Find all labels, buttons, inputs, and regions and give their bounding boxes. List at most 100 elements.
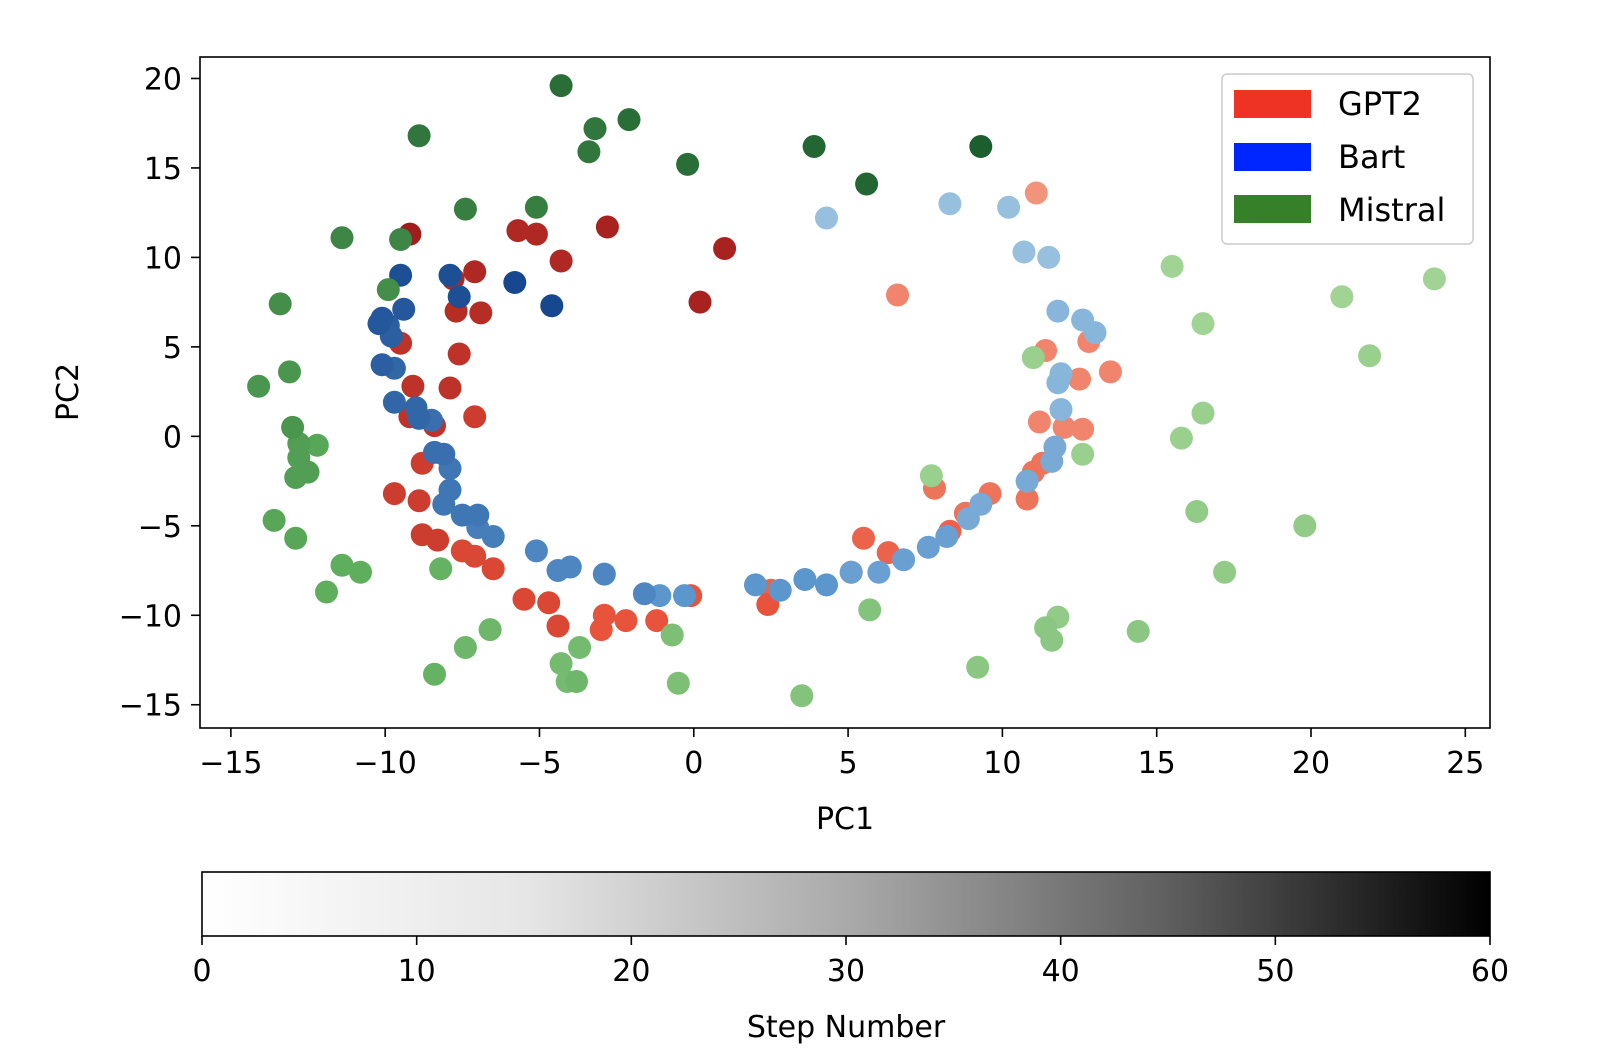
x-axis: −15 −10 −5 0 5 10 15 20 25 xyxy=(199,728,1484,781)
x-tick-label: 20 xyxy=(1292,746,1330,781)
point-bart xyxy=(1037,245,1061,269)
x-tick-label: 5 xyxy=(839,746,858,781)
point-mistral xyxy=(568,636,592,659)
legend-swatch-mistral xyxy=(1234,195,1311,223)
point-mistral xyxy=(1071,442,1095,466)
point-gpt2 xyxy=(688,290,712,314)
point-gpt2 xyxy=(469,301,493,325)
legend-entry-bart: Bart xyxy=(1234,138,1405,176)
point-bart xyxy=(450,503,474,527)
point-bart xyxy=(632,582,656,606)
y-tick-label: −5 xyxy=(138,510,182,545)
point-mistral xyxy=(429,557,453,581)
legend-label-mistral: Mistral xyxy=(1338,191,1445,229)
point-mistral xyxy=(278,360,301,384)
point-gpt2 xyxy=(1052,415,1076,439)
point-mistral xyxy=(453,197,477,221)
colorbar-tick-label: 10 xyxy=(398,954,436,989)
point-gpt2 xyxy=(1027,410,1051,434)
point-gpt2 xyxy=(886,283,909,307)
point-bart xyxy=(1083,321,1107,345)
point-gpt2 xyxy=(537,591,561,615)
point-mistral xyxy=(666,671,690,695)
point-gpt2 xyxy=(481,557,505,581)
y-tick-label: 20 xyxy=(144,62,182,97)
point-bart xyxy=(815,206,838,230)
point-mistral xyxy=(1293,514,1317,538)
y-axis-label: PC2 xyxy=(51,363,86,421)
legend-entry-mistral: Mistral xyxy=(1234,191,1445,229)
point-mistral xyxy=(330,553,354,577)
point-gpt2 xyxy=(546,614,570,638)
point-mistral xyxy=(1330,285,1354,309)
point-gpt2 xyxy=(382,482,406,506)
x-tick-label: −10 xyxy=(354,746,417,781)
point-bart xyxy=(997,195,1021,219)
point-gpt2 xyxy=(1068,367,1091,391)
point-mistral xyxy=(1169,426,1193,450)
point-bart xyxy=(370,353,394,377)
point-mistral xyxy=(660,623,684,647)
point-mistral xyxy=(287,446,311,470)
point-mistral xyxy=(1040,628,1064,652)
point-mistral xyxy=(262,508,286,532)
point-bart xyxy=(815,573,838,597)
point-mistral xyxy=(858,598,882,622)
point-bart xyxy=(503,271,527,294)
point-bart xyxy=(1040,449,1064,473)
point-mistral xyxy=(305,433,329,457)
point-mistral xyxy=(1191,312,1215,336)
point-mistral xyxy=(1185,500,1209,523)
colorbar-label: Step Number xyxy=(747,1010,946,1045)
point-gpt2 xyxy=(1098,360,1122,384)
x-tick-label: 0 xyxy=(684,746,703,781)
point-gpt2 xyxy=(524,222,548,246)
point-gpt2 xyxy=(549,249,573,273)
point-bart xyxy=(392,297,416,321)
point-mistral xyxy=(376,278,400,302)
point-bart xyxy=(892,548,916,572)
x-tick-label: −5 xyxy=(517,746,561,781)
legend: GPT2 Bart Mistral xyxy=(1221,73,1474,245)
point-bart xyxy=(793,568,817,591)
point-bart xyxy=(540,294,564,318)
point-gpt2 xyxy=(447,342,471,366)
point-bart xyxy=(916,535,940,559)
point-mistral xyxy=(577,140,601,164)
colorbar-tick-label: 20 xyxy=(612,954,650,989)
point-mistral xyxy=(1422,267,1446,291)
colorbar-tick-label: 30 xyxy=(827,954,865,989)
legend-label-bart: Bart xyxy=(1338,138,1405,176)
point-mistral xyxy=(247,374,271,398)
point-mistral xyxy=(478,618,502,642)
point-gpt2 xyxy=(450,539,474,563)
point-bart xyxy=(592,562,616,586)
y-tick-label: −15 xyxy=(119,689,182,724)
point-mistral xyxy=(281,415,305,439)
y-tick-label: 10 xyxy=(144,241,182,276)
point-mistral xyxy=(1191,401,1215,425)
point-gpt2 xyxy=(506,219,530,243)
point-gpt2 xyxy=(852,526,875,550)
point-bart xyxy=(382,390,406,414)
point-mistral xyxy=(315,580,338,604)
point-bart xyxy=(404,396,428,420)
colorbar-tick-label: 0 xyxy=(192,954,211,989)
y-tick-label: 15 xyxy=(144,152,182,187)
point-bart xyxy=(370,306,394,330)
point-mistral xyxy=(330,226,354,250)
point-mistral xyxy=(1160,254,1184,278)
point-mistral xyxy=(966,655,990,679)
point-gpt2 xyxy=(410,523,434,547)
point-bart xyxy=(839,560,863,584)
colorbar-tick-label: 50 xyxy=(1256,954,1294,989)
point-gpt2 xyxy=(1015,487,1039,511)
point-mistral xyxy=(919,464,943,488)
point-bart xyxy=(744,573,767,597)
point-bart xyxy=(1046,371,1070,395)
point-bart xyxy=(438,478,462,502)
point-bart xyxy=(447,285,471,309)
point-gpt2 xyxy=(1024,181,1048,205)
point-bart xyxy=(1046,299,1070,323)
point-gpt2 xyxy=(614,609,638,633)
